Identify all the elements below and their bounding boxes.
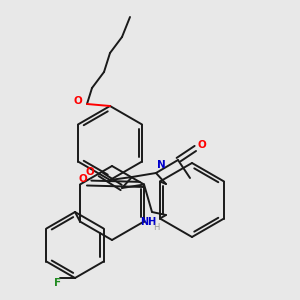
Text: O: O [198, 140, 206, 150]
Text: O: O [73, 96, 82, 106]
Text: NH: NH [140, 217, 156, 227]
Text: N: N [157, 160, 165, 170]
Text: F: F [54, 278, 61, 288]
Text: O: O [79, 174, 87, 184]
Text: H: H [153, 224, 159, 232]
Text: O: O [85, 167, 94, 177]
